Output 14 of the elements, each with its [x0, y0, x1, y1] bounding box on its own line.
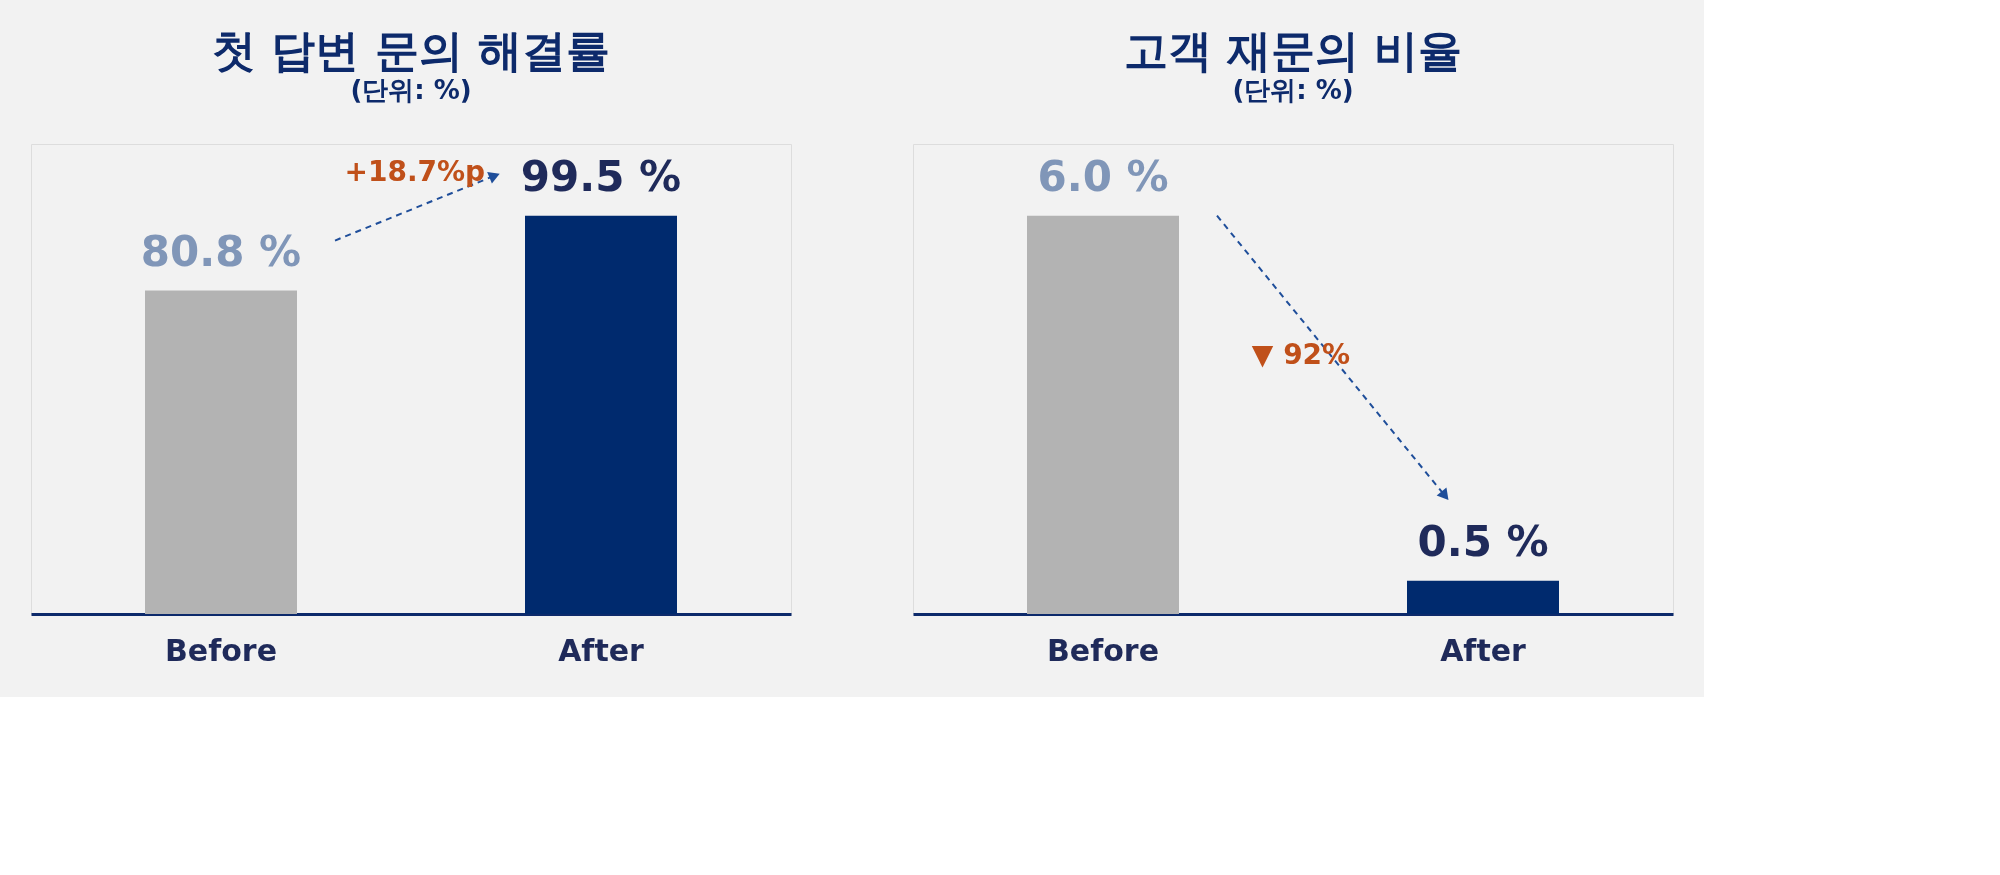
chart-title: 첫 답변 문의 해결률 [212, 25, 610, 76]
data-label: 6.0 % [1037, 151, 1169, 201]
data-label: 80.8 % [140, 226, 302, 276]
x-tick-label: After [558, 632, 645, 668]
x-tick-label: Before [164, 632, 278, 668]
x-tick-label: After [1440, 632, 1527, 668]
data-label: 99.5 % [520, 151, 682, 201]
x-tick-label: Before [1046, 632, 1160, 668]
annotation: ▼ 92% [1251, 337, 1351, 371]
chart-title: 고객 재문의 비율 [1123, 25, 1463, 76]
chart-subtitle: (단위: %) [350, 75, 472, 105]
chart-subtitle: (단위: %) [1232, 75, 1354, 105]
data-label: 0.5 % [1417, 516, 1549, 566]
text: +18.7%p [344, 155, 486, 189]
